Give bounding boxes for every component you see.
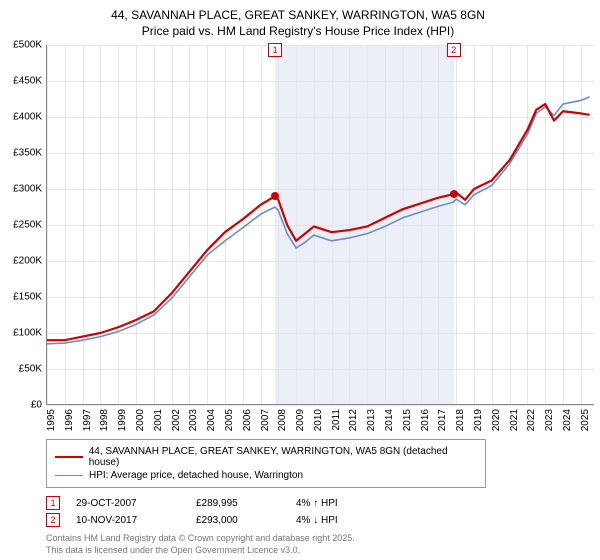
y-tick-label: £50K: [19, 364, 42, 375]
legend-row: HPI: Average price, detached house, Warr…: [55, 470, 477, 481]
series-hpi: [47, 97, 590, 344]
marker-label-1: 1: [268, 43, 282, 57]
y-tick-label: £250K: [13, 220, 42, 231]
legend-row: 44, SAVANNAH PLACE, GREAT SANKEY, WARRIN…: [55, 446, 477, 468]
x-tick-label: 2001: [153, 409, 164, 431]
marker-dot-2: [450, 190, 458, 198]
footer-line-2: This data is licensed under the Open Gov…: [46, 545, 588, 557]
y-tick-label: £500K: [13, 40, 42, 51]
y-tick-label: £450K: [13, 76, 42, 87]
sale-diff: 4% ↓ HPI: [296, 515, 396, 526]
series-price_paid: [47, 104, 590, 340]
chart-container: 44, SAVANNAH PLACE, GREAT SANKEY, WARRIN…: [0, 0, 600, 560]
y-tick-label: £0: [31, 400, 42, 411]
sale-diff: 4% ↑ HPI: [296, 498, 396, 509]
chart-lines: [47, 45, 595, 405]
y-tick-label: £100K: [13, 328, 42, 339]
x-axis: 1995 1996 1997 1998 1999 2000 2001 2002 2003 2004…: [46, 405, 594, 433]
legend-swatch: [55, 456, 83, 458]
x-tick-label: 2008: [277, 409, 288, 431]
x-tick-label: 1995: [46, 409, 57, 431]
title-block: 44, SAVANNAH PLACE, GREAT SANKEY, WARRIN…: [8, 8, 588, 39]
x-tick-label: 1997: [82, 409, 93, 431]
x-tick-label: 2011: [331, 409, 342, 431]
x-tick-label: 2020: [491, 409, 502, 431]
x-tick-label: 2024: [562, 409, 573, 431]
x-tick-label: 2018: [455, 409, 466, 431]
legend-swatch: [55, 475, 83, 476]
footer-line-1: Contains HM Land Registry data © Crown c…: [46, 533, 588, 545]
footer: Contains HM Land Registry data © Crown c…: [46, 533, 588, 556]
x-tick-label: 2002: [171, 409, 182, 431]
x-tick-label: 2016: [420, 409, 431, 431]
legend-label: HPI: Average price, detached house, Warr…: [89, 470, 303, 481]
x-tick-label: 2007: [260, 409, 271, 431]
x-tick-label: 2003: [188, 409, 199, 431]
sale-badge: 2: [46, 513, 60, 527]
x-tick-label: 2012: [348, 409, 359, 431]
x-tick-label: 2010: [313, 409, 324, 431]
x-tick-label: 2021: [509, 409, 520, 431]
x-tick-label: 2022: [526, 409, 537, 431]
x-tick-label: 2023: [544, 409, 555, 431]
x-tick-label: 2000: [135, 409, 146, 431]
x-tick-label: 2017: [437, 409, 448, 431]
title-line-1: 44, SAVANNAH PLACE, GREAT SANKEY, WARRIN…: [8, 8, 588, 24]
sale-price: £293,000: [196, 515, 296, 526]
legend-label: 44, SAVANNAH PLACE, GREAT SANKEY, WARRIN…: [89, 446, 477, 468]
x-tick-label: 2004: [206, 409, 217, 431]
y-axis: £0£50K£100K£150K£200K£250K£300K£350K£400…: [8, 45, 44, 405]
x-tick-label: 2015: [402, 409, 413, 431]
sale-price: £289,995: [196, 498, 296, 509]
title-line-2: Price paid vs. HM Land Registry's House …: [8, 24, 588, 40]
x-tick-label: 2009: [295, 409, 306, 431]
x-tick-label: 2014: [384, 409, 395, 431]
plot-wrap: £0£50K£100K£150K£200K£250K£300K£350K£400…: [46, 45, 594, 405]
x-tick-label: 2013: [366, 409, 377, 431]
x-tick-label: 2005: [224, 409, 235, 431]
x-tick-label: 2025: [580, 409, 591, 431]
y-tick-label: £400K: [13, 112, 42, 123]
y-tick-label: £150K: [13, 292, 42, 303]
x-tick-label: 1999: [117, 409, 128, 431]
marker-dot-1: [271, 192, 279, 200]
sale-date: 29-OCT-2007: [76, 498, 196, 509]
sale-badge: 1: [46, 496, 60, 510]
y-tick-label: £300K: [13, 184, 42, 195]
sale-row: 1 29-OCT-2007£289,9954% ↑ HPI: [46, 496, 588, 510]
x-tick-label: 1996: [64, 409, 75, 431]
legend: 44, SAVANNAH PLACE, GREAT SANKEY, WARRIN…: [46, 439, 486, 488]
marker-label-2: 2: [447, 43, 461, 57]
x-tick-label: 1998: [99, 409, 110, 431]
x-tick-label: 2006: [242, 409, 253, 431]
y-tick-label: £350K: [13, 148, 42, 159]
y-tick-label: £200K: [13, 256, 42, 267]
sale-row: 2 10-NOV-2017£293,0004% ↓ HPI: [46, 513, 588, 527]
x-tick-label: 2019: [473, 409, 484, 431]
sales-table: 1 29-OCT-2007£289,9954% ↑ HPI 2 10-NOV-2017…: [46, 496, 588, 527]
plot-area: 12: [46, 45, 594, 405]
sale-date: 10-NOV-2017: [76, 515, 196, 526]
